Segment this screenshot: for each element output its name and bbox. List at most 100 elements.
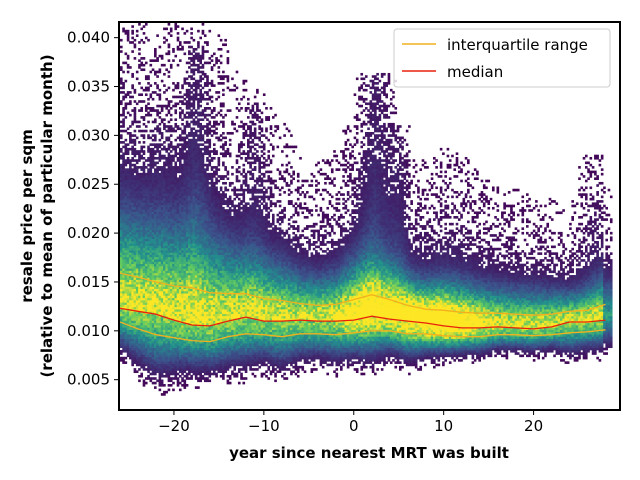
heatmap-cell [197, 234, 200, 237]
heatmap-cell [192, 315, 196, 319]
heatmap-cell [142, 100, 146, 103]
heatmap-cell [156, 361, 159, 364]
heatmap-cell [174, 211, 178, 215]
heatmap-cell [122, 286, 125, 290]
heatmap-cell [192, 102, 196, 106]
heatmap-cell [149, 154, 153, 158]
heatmap-cell [122, 334, 125, 337]
heatmap-cell [144, 252, 148, 255]
heatmap-cell [138, 297, 141, 301]
heatmap-cell [140, 38, 144, 42]
heatmap-cell [185, 93, 189, 97]
heatmap-cell [124, 79, 128, 83]
heatmap-cell [149, 170, 153, 174]
heatmap-cell [206, 91, 209, 94]
heatmap-cell [147, 295, 150, 299]
heatmap-cell [149, 147, 153, 151]
heatmap-cell [147, 277, 150, 280]
heatmap-cell [178, 59, 182, 62]
heatmap-cell [206, 256, 209, 260]
heatmap-cell [197, 311, 200, 314]
heatmap-cell [167, 188, 171, 192]
heatmap-cell [172, 263, 175, 267]
heatmap-cell [188, 152, 191, 156]
heatmap-cell [176, 170, 180, 174]
heatmap-cell [208, 238, 212, 242]
heatmap-cell [199, 359, 203, 362]
heatmap-cell [183, 331, 187, 335]
heatmap-cell [149, 361, 153, 364]
heatmap-cell [181, 195, 184, 199]
heatmap-cell [129, 102, 132, 106]
heatmap-cell [126, 329, 130, 333]
heatmap-cell [126, 211, 130, 215]
heatmap-cell [135, 322, 139, 326]
heatmap-cell [147, 188, 150, 192]
heatmap-cell [215, 275, 218, 278]
heatmap-cell [172, 286, 175, 290]
heatmap-cell [197, 263, 200, 267]
heatmap-cell [165, 195, 168, 199]
heatmap-cell [203, 72, 207, 76]
heatmap-cell [133, 370, 137, 374]
heatmap-cell [194, 320, 198, 324]
heatmap-cell [213, 288, 216, 292]
heatmap-cell [178, 359, 182, 362]
heatmap-cell [138, 261, 141, 265]
heatmap-cell [217, 340, 221, 344]
heatmap-cell [208, 213, 212, 217]
heatmap-cell [163, 256, 166, 260]
heatmap-cell [156, 166, 159, 169]
heatmap-cell [138, 363, 141, 367]
heatmap-cell [208, 216, 212, 219]
heatmap-cell [122, 118, 125, 121]
heatmap-cell [135, 281, 139, 285]
heatmap-cell [167, 200, 171, 203]
heatmap-cell [154, 336, 157, 339]
heatmap-cell [124, 200, 128, 203]
heatmap-cell [176, 186, 180, 190]
heatmap-cell [147, 200, 150, 203]
heatmap-cell [126, 327, 130, 330]
heatmap-cell [215, 302, 218, 305]
heatmap-cell [120, 243, 123, 246]
heatmap-cell [199, 154, 203, 158]
heatmap-cell [122, 200, 125, 203]
heatmap-cell [126, 38, 130, 42]
heatmap-cell [147, 213, 150, 217]
heatmap-cell [183, 386, 187, 389]
heatmap-cell [122, 347, 125, 351]
heatmap-cell [178, 334, 182, 337]
heatmap-cell [147, 370, 150, 374]
heatmap-cell [174, 293, 178, 296]
heatmap-cell [174, 95, 178, 99]
heatmap-cell [138, 304, 141, 308]
heatmap-cell [126, 172, 130, 176]
heatmap-cell [129, 250, 132, 253]
heatmap-cell [169, 252, 173, 255]
heatmap-cell [167, 193, 171, 196]
heatmap-cell [199, 279, 203, 283]
heatmap-cell [188, 97, 191, 101]
heatmap-cell [131, 361, 134, 364]
heatmap-cell [138, 354, 141, 358]
heatmap-cell [124, 138, 128, 142]
heatmap-cell [122, 309, 125, 312]
heatmap-cell [147, 363, 150, 367]
heatmap-cell [138, 63, 141, 67]
heatmap-cell [188, 141, 191, 144]
heatmap-cell [142, 216, 146, 219]
heatmap-cell [156, 238, 159, 242]
heatmap-cell [181, 206, 184, 210]
heatmap-cell [156, 243, 159, 246]
heatmap-cell [183, 374, 187, 378]
heatmap-cell [206, 82, 209, 85]
heatmap-cell [144, 175, 148, 178]
heatmap-cell [181, 275, 184, 278]
heatmap-cell [149, 225, 153, 228]
heatmap-cell [122, 216, 125, 219]
heatmap-cell [135, 243, 139, 246]
heatmap-cell [185, 163, 189, 167]
heatmap-cell [172, 177, 175, 181]
